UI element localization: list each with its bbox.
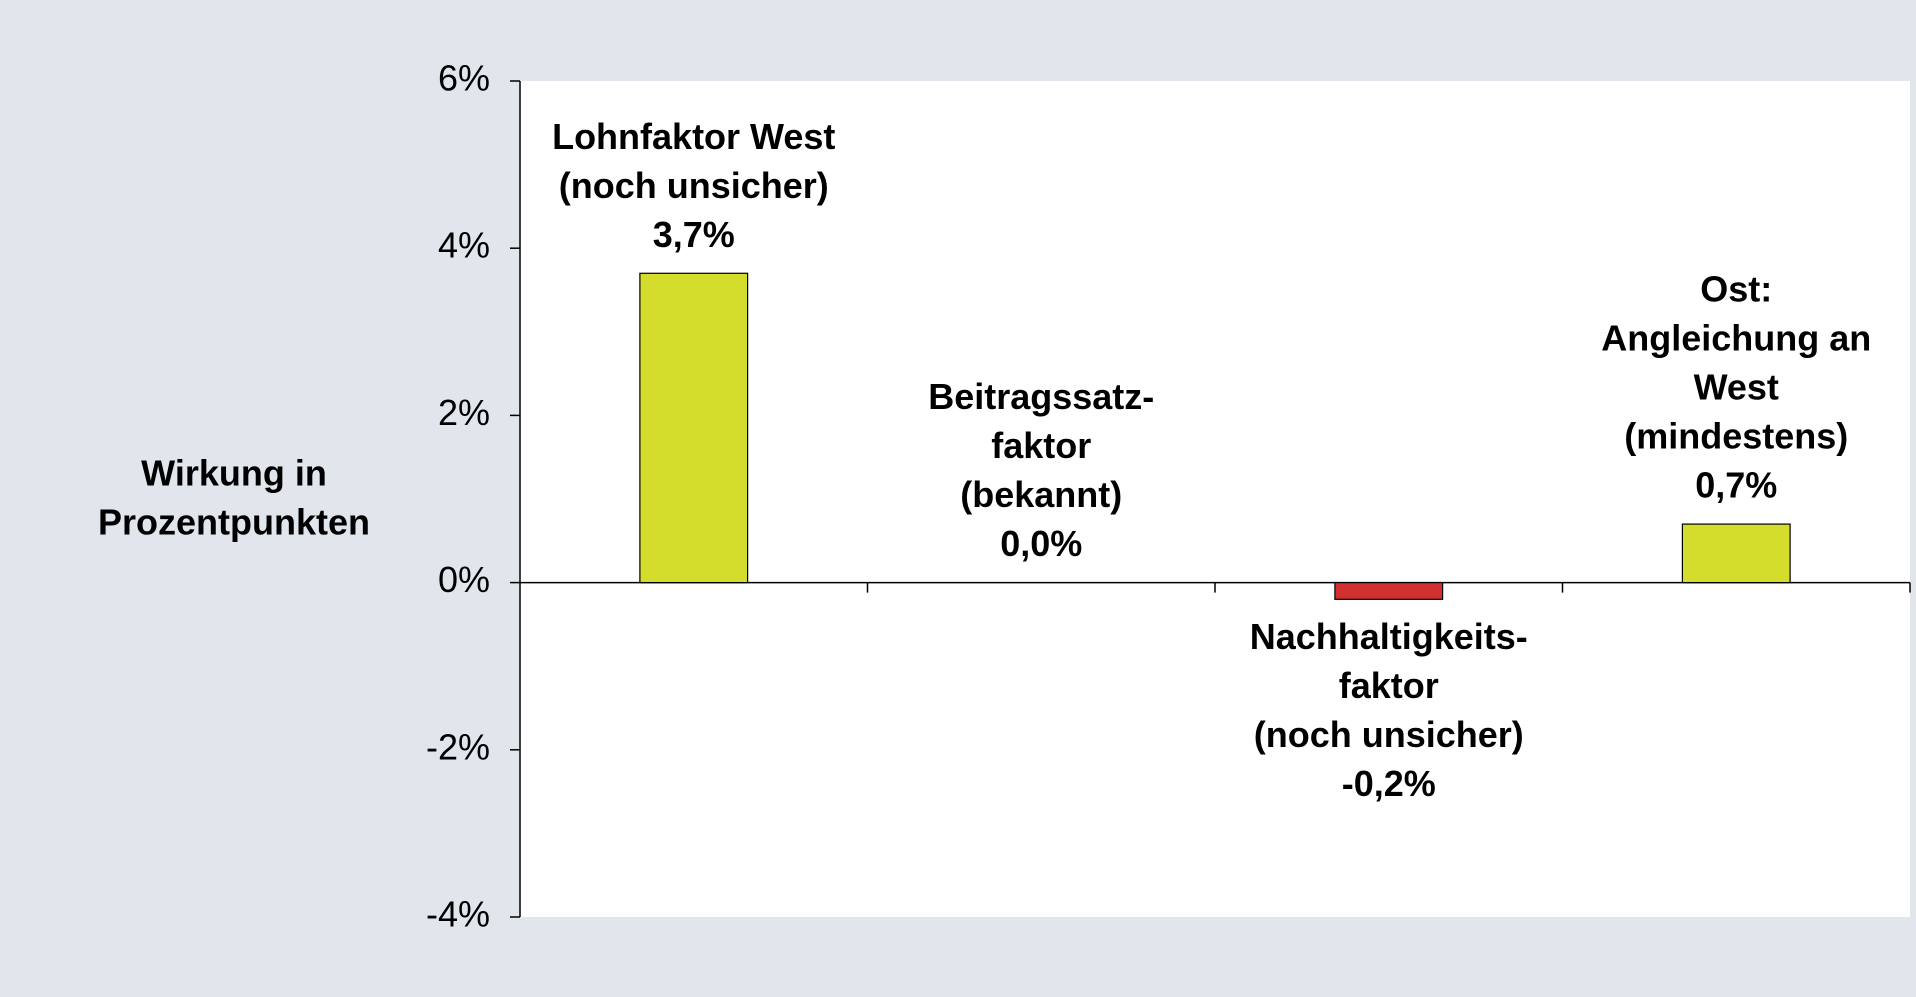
y-axis-label: Prozentpunkten — [98, 502, 370, 543]
category-label: Nachhaltigkeits- — [1250, 616, 1528, 657]
category-label: (noch unsicher) — [559, 165, 829, 206]
y-tick-label: 2% — [438, 392, 490, 433]
value-label: 3,7% — [653, 214, 735, 255]
category-label: Lohnfaktor West — [552, 116, 835, 157]
category-label: (mindestens) — [1624, 416, 1848, 457]
bar — [1334, 581, 1444, 600]
bar — [1681, 523, 1791, 584]
plot-area — [520, 81, 1910, 917]
y-axis-label: Wirkung in — [141, 453, 327, 494]
category-label: faktor — [1339, 665, 1439, 706]
category-label: Angleichung an — [1601, 318, 1871, 359]
value-label: 0,0% — [1000, 523, 1082, 564]
value-label: 0,7% — [1695, 465, 1777, 506]
category-label: Ost: — [1700, 269, 1772, 310]
y-tick-label: 4% — [438, 225, 490, 266]
value-label: -0,2% — [1342, 763, 1436, 804]
category-label: (bekannt) — [960, 474, 1122, 515]
category-label: Beitragssatz- — [928, 376, 1154, 417]
y-tick-label: 0% — [438, 559, 490, 600]
category-label: (noch unsicher) — [1254, 714, 1524, 755]
category-label: faktor — [991, 425, 1091, 466]
bar — [639, 272, 749, 584]
y-tick-label: 6% — [438, 58, 490, 99]
y-tick-label: -4% — [426, 894, 490, 935]
y-tick-label: -2% — [426, 726, 490, 767]
category-label: West — [1694, 367, 1779, 408]
